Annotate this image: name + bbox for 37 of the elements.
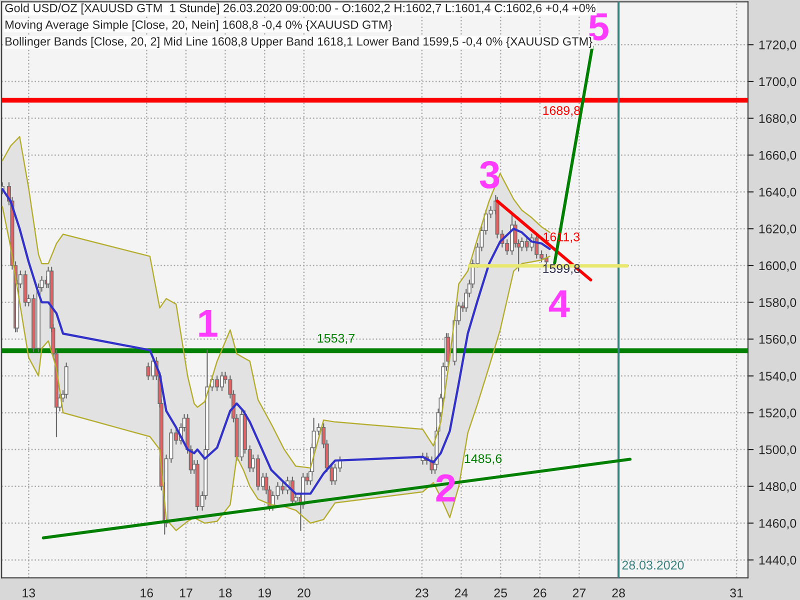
x-tick-label: 19 bbox=[258, 588, 271, 598]
x-tick-label: 20 bbox=[298, 588, 310, 598]
annotation: 3 bbox=[480, 160, 500, 189]
y-tick-label: 1620,0 bbox=[759, 224, 796, 235]
y-tick-label: 1700,0 bbox=[759, 77, 796, 88]
y-tick-label: 1460,0 bbox=[759, 518, 796, 530]
x-tick-label: 25 bbox=[494, 588, 507, 598]
annotation: 4 bbox=[548, 290, 570, 318]
y-tick-label: 1480,0 bbox=[759, 482, 796, 492]
annotation: 1 bbox=[199, 310, 218, 337]
x-tick-label: 26 bbox=[534, 588, 546, 598]
y-tick-label: 1600,0 bbox=[759, 261, 796, 272]
y-tick-label: 1500,0 bbox=[759, 445, 796, 456]
annotation: Moving Average Simple [Close, 20, Nein] 1608,8 -0,4 0% {XAUUSD GTM} bbox=[6, 20, 392, 32]
ref-line-label: 1553,7 bbox=[318, 334, 354, 344]
annotation: 1485,6 bbox=[464, 454, 502, 465]
y-tick-label: 1680,0 bbox=[759, 114, 796, 124]
x-tick-label: 23 bbox=[416, 588, 428, 598]
x-tick-label: 13 bbox=[22, 588, 36, 598]
y-tick-label: 1440,0 bbox=[759, 556, 796, 566]
y-tick-label: 1640,0 bbox=[759, 188, 796, 198]
y-tick-label: 1660,0 bbox=[759, 150, 796, 162]
x-tick-label: 27 bbox=[572, 588, 586, 598]
x-tick-label: 28 bbox=[612, 588, 625, 598]
x-tick-label: 17 bbox=[180, 588, 192, 598]
ref-line-label: 1689,8 bbox=[543, 106, 580, 116]
x-tick-label: 18 bbox=[219, 588, 232, 598]
x-tick-label: 31 bbox=[730, 588, 743, 598]
x-tick-label: 16 bbox=[140, 588, 154, 598]
annotation: Gold USD/OZ [XAUUSD GTM 1 Stunde] 26.03.2020 09:00:00 - O:1602,2 H:1602,7 L:1601,4 C:1602,6 +0,4 +0% bbox=[5, 4, 596, 15]
x-tick-label: 24 bbox=[454, 588, 468, 598]
ref-line-label: 28.03.2020 bbox=[622, 560, 684, 570]
y-tick-label: 1520,0 bbox=[759, 408, 796, 419]
y-tick-label: 1560,0 bbox=[759, 334, 796, 346]
y-tick-label: 1580,0 bbox=[759, 298, 796, 308]
y-tick-label: 1540,0 bbox=[759, 372, 796, 382]
y-tick-label: 1720,0 bbox=[759, 40, 796, 51]
